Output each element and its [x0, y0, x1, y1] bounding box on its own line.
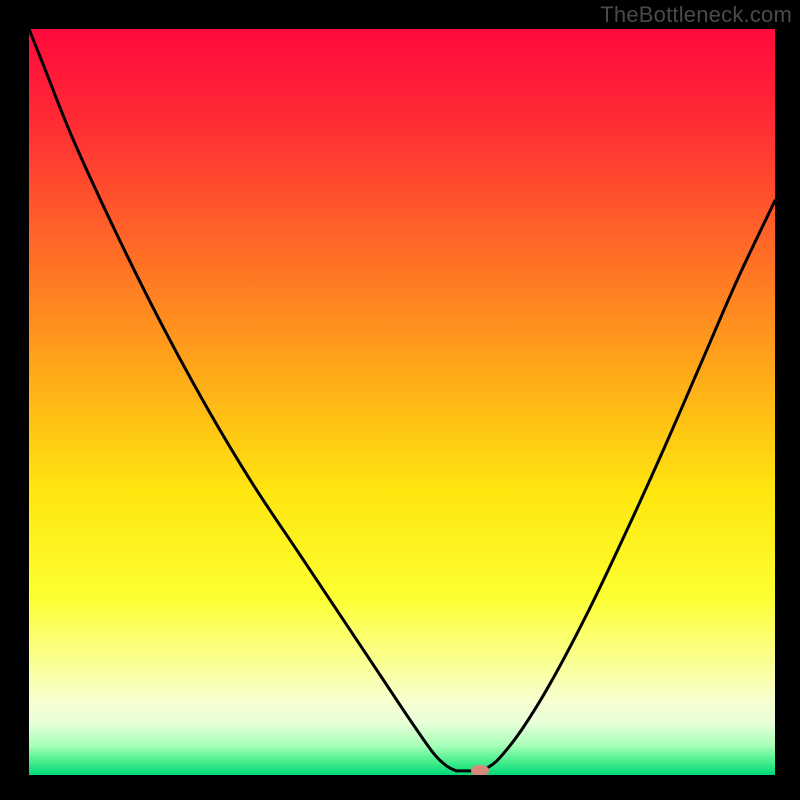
- plot-area: [29, 29, 775, 775]
- watermark-text: TheBottleneck.com: [600, 2, 792, 28]
- bottleneck-curve: [29, 29, 775, 775]
- chart-container: TheBottleneck.com: [0, 0, 800, 800]
- optimal-point-marker: [471, 765, 489, 775]
